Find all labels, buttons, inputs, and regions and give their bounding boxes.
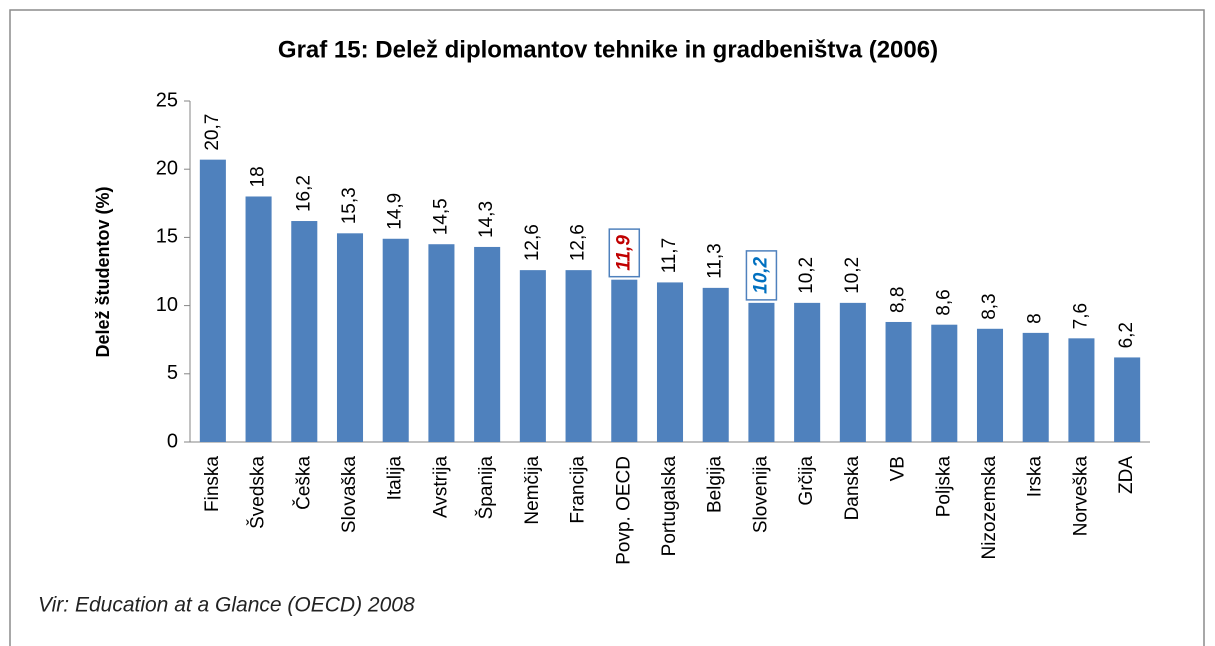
y-tick-label: 5 — [167, 362, 178, 384]
x-tick-label: Norveška — [1070, 456, 1091, 537]
value-label: 14,5 — [430, 198, 451, 235]
bar — [885, 321, 912, 442]
bar — [1022, 332, 1049, 442]
x-tick-label: Nemčija — [522, 456, 543, 525]
x-tick-label: Finska — [202, 456, 223, 512]
bar — [291, 221, 318, 442]
value-label: 6,2 — [1116, 322, 1137, 348]
x-tick-label: Slovenija — [750, 456, 771, 534]
chart-frame — [9, 9, 1205, 646]
value-label: 8,3 — [979, 293, 1000, 319]
source-note: Vir: Education at a Glance (OECD) 2008 — [38, 594, 415, 617]
y-tick-label: 20 — [156, 157, 178, 179]
value-label: 20,7 — [202, 114, 223, 151]
x-tick-label: Španija — [475, 456, 497, 520]
value-label-box — [745, 250, 778, 301]
chart-title: Graf 15: Delež diplomantov tehnike in gr… — [278, 36, 938, 63]
value-label: 12,6 — [522, 224, 543, 261]
x-tick-label: Poljska — [933, 456, 954, 518]
value-label: 14,3 — [476, 201, 497, 238]
value-label: 11,3 — [705, 243, 726, 279]
bar — [931, 324, 958, 442]
bar — [565, 270, 592, 442]
bar — [794, 302, 821, 442]
x-tick-label: Italija — [385, 456, 406, 501]
x-tick-label: Povp. OECD — [613, 456, 634, 565]
bar — [474, 246, 501, 442]
value-label: 8,6 — [933, 289, 954, 315]
value-label: 8,8 — [888, 287, 909, 313]
bar — [702, 287, 729, 442]
bar — [428, 244, 455, 442]
value-label: 16,2 — [293, 175, 314, 212]
value-label: 11,9 — [613, 235, 634, 271]
x-tick-label: Portugalska — [659, 456, 680, 557]
x-tick-label: Nizozemska — [979, 456, 1000, 560]
value-label: 12,6 — [568, 224, 589, 261]
bar — [1114, 357, 1141, 442]
x-tick-label: Češka — [292, 456, 314, 510]
value-label-box — [608, 228, 641, 278]
bar — [519, 270, 546, 442]
value-label: 11,7 — [659, 238, 680, 274]
bar — [245, 196, 272, 442]
bar — [199, 159, 226, 443]
x-tick-label: Belgija — [705, 456, 726, 513]
x-tick-label: Avstrija — [430, 456, 451, 518]
y-tick-label: 10 — [156, 294, 178, 316]
y-tick-label: 0 — [167, 430, 178, 452]
value-label: 8 — [1025, 313, 1046, 324]
value-label: 15,3 — [339, 187, 360, 224]
value-label: 10,2 — [842, 257, 863, 294]
value-label: 10,2 — [750, 256, 771, 293]
value-label: 18 — [248, 166, 269, 187]
x-tick-label: ZDA — [1116, 456, 1137, 494]
x-tick-label: Danska — [842, 456, 863, 521]
y-tick-label: 25 — [156, 89, 178, 111]
bar — [656, 282, 684, 442]
value-label: 10,2 — [796, 257, 817, 294]
x-tick-label: VB — [888, 456, 909, 481]
y-axis-label: Delež študentov (%) — [93, 186, 113, 357]
x-tick-label: Slovaška — [339, 456, 360, 534]
x-tick-label: Švedska — [247, 456, 269, 529]
bar — [611, 279, 638, 442]
x-tick-label: Grčija — [796, 456, 817, 506]
x-tick-label: Francija — [568, 456, 589, 524]
y-tick-label: 15 — [156, 226, 178, 248]
value-label: 14,9 — [385, 193, 406, 230]
bar — [336, 233, 364, 442]
bar — [1068, 338, 1095, 442]
x-tick-label: Irska — [1025, 456, 1046, 498]
bar — [382, 238, 409, 442]
bar — [748, 302, 775, 442]
value-label: 7,6 — [1070, 303, 1091, 329]
bar — [976, 328, 1004, 442]
bar — [839, 302, 866, 442]
